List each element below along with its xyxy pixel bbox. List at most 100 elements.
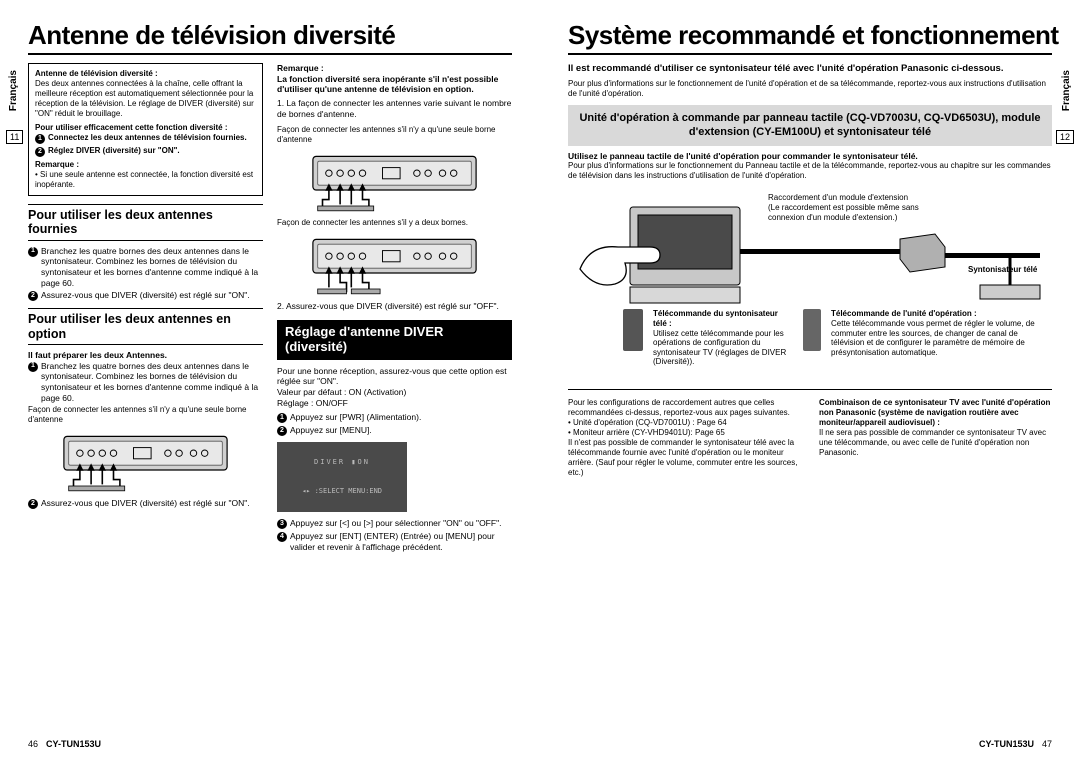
num-1-icon: 1	[28, 362, 38, 372]
remotes-row: Télécommande du syntonisateur télé : Uti…	[623, 309, 1043, 367]
box1-rem-label: Remarque :	[35, 160, 256, 170]
col1: Antenne de télévision diversité : Des de…	[28, 63, 263, 554]
remote-icon-1	[623, 309, 643, 351]
remote1-body: Utilisez cette télécommande pour les opé…	[653, 329, 786, 367]
b-step2: 2Assurez-vous que DIVER (diversité) est …	[28, 498, 263, 509]
s1-text: Appuyez sur [PWR] (Alimentation).	[290, 412, 421, 423]
box1-item2: 2Réglez DIVER (diversité) sur "ON".	[35, 146, 256, 157]
bottom-right: Combinaison de ce syntonisateur TV avec …	[819, 398, 1052, 478]
box1-item1: 1Connectez les deux antennes de télévisi…	[35, 133, 256, 144]
device-diagram-3	[277, 233, 512, 297]
h2-two-antennas: Pour utiliser les deux antennes fournies	[28, 204, 263, 241]
diver-setting-header: Réglage d'antenne DIVER (diversité)	[277, 320, 512, 360]
rem-bold: La fonction diversité sera inopérante s'…	[277, 74, 512, 95]
remote-icon-2	[803, 309, 821, 351]
num-2-icon: 2	[28, 291, 38, 301]
page-title-right: Système recommandé et fonctionnement	[568, 20, 1052, 55]
device-diagram-1	[28, 430, 263, 494]
page-left: Français 11 Antenne de télévision divers…	[0, 0, 540, 763]
box1-rem-list: Si une seule antenne est connectée, la f…	[35, 170, 256, 190]
right-body: Il est recommandé d'utiliser ce syntonis…	[568, 63, 1052, 478]
s4-text: Appuyez sur [ENT] (ENTER) (Entrée) ou [M…	[290, 531, 512, 552]
b-step1-text: Branchez les quatre bornes des deux ante…	[41, 361, 263, 404]
lcd-screen: DIVER ▮ON ◂▸ :SELECT MENU:END	[277, 442, 407, 512]
footer-page-r: 47	[1042, 739, 1052, 749]
box1-rem-item: Si une seule antenne est connectée, la f…	[35, 170, 256, 190]
prep-label: Il faut préparer les deux Antennes.	[28, 350, 263, 361]
cap-single-2: Façon de connecter les antennes s'il n'y…	[277, 125, 512, 145]
num-1-icon: 1	[35, 134, 45, 144]
s-step4: 4Appuyez sur [ENT] (ENTER) (Entrée) ou […	[277, 531, 512, 552]
divider	[568, 389, 1052, 390]
bl-list: Unité d'opération (CQ-VD7001U) : Page 64…	[568, 418, 801, 438]
h2-option-antennas: Pour utiliser les deux antennes en optio…	[28, 308, 263, 345]
diver-p2: Valeur par défaut : ON (Activation)	[277, 387, 512, 398]
diversity-box: Antenne de télévision diversité : Des de…	[28, 63, 263, 196]
br-body: Il ne sera pas possible de commander ce …	[819, 428, 1052, 458]
box1-item2-text: Réglez DIVER (diversité) sur "ON".	[48, 146, 180, 157]
rem-1: 1. La façon de connecter les antennes va…	[277, 98, 512, 119]
page-title-left: Antenne de télévision diversité	[28, 20, 512, 55]
b-step1: 1Branchez les quatre bornes des deux ant…	[28, 361, 263, 404]
s-step2: 2Appuyez sur [MENU].	[277, 425, 512, 436]
side-page-left: 11	[6, 130, 23, 144]
num-2-icon: 2	[28, 499, 38, 509]
lang-tab-left: Français	[8, 70, 19, 111]
a-step2: 2Assurez-vous que DIVER (diversité) est …	[28, 290, 263, 301]
rem-2: 2. Assurez-vous que DIVER (diversité) es…	[277, 301, 512, 312]
intro-small: Pour plus d'informations sur le fonction…	[568, 79, 1052, 99]
bl-text2: Il n'est pas possible de commander le sy…	[568, 438, 801, 478]
num-3-icon: 3	[277, 519, 287, 529]
br-title: Combinaison de ce syntonisateur TV avec …	[819, 398, 1050, 427]
box1-title: Antenne de télévision diversité :	[35, 69, 256, 79]
remote2-title: Télécommande de l'unité d'opération :	[831, 309, 977, 318]
diver-p3: Réglage : ON/OFF	[277, 398, 512, 409]
rem-label: Remarque :	[277, 63, 512, 74]
footer-model-l: CY-TUN153U	[46, 739, 101, 749]
page-right: Français 12 Système recommandé et foncti…	[540, 0, 1080, 763]
s-step1: 1Appuyez sur [PWR] (Alimentation).	[277, 412, 512, 423]
num-1-icon: 1	[28, 247, 38, 257]
box1-item1-text: Connectez les deux antennes de télévisio…	[48, 133, 247, 144]
footer-left: 46 CY-TUN153U	[28, 739, 101, 749]
bl-li1: Unité d'opération (CQ-VD7001U) : Page 64	[568, 418, 801, 428]
box1-subtitle: Pour utiliser efficacement cette fonctio…	[35, 123, 256, 133]
num-1-icon: 1	[277, 413, 287, 423]
side-page-right: 12	[1056, 130, 1074, 144]
footer-page-l: 46	[28, 739, 38, 749]
tuner-label: Syntonisateur télé	[968, 265, 1037, 275]
remote1-text: Télécommande du syntonisateur télé : Uti…	[653, 309, 793, 367]
a-step1-text: Branchez les quatre bornes des deux ante…	[41, 246, 263, 289]
box1-body: Des deux antennes connectées à la chaîne…	[35, 79, 256, 119]
mod-label: Raccordement d'un module d'extension (Le…	[768, 193, 938, 222]
sub-small: Pour plus d'informations sur le fonction…	[568, 161, 1052, 181]
remote2-text: Télécommande de l'unité d'opération : Ce…	[831, 309, 1043, 357]
num-2-icon: 2	[35, 147, 45, 157]
footer-model-r: CY-TUN153U	[979, 739, 1034, 749]
system-diagram: Raccordement d'un module d'extension (Le…	[568, 189, 1052, 379]
s2-text: Appuyez sur [MENU].	[290, 425, 372, 436]
intro-bold: Il est recommandé d'utiliser ce syntonis…	[568, 63, 1052, 75]
b-step2-text: Assurez-vous que DIVER (diversité) est r…	[41, 498, 250, 509]
device-diagram-2	[277, 150, 512, 214]
gray-header: Unité d'opération à commande par panneau…	[568, 105, 1052, 147]
mod-title: Raccordement d'un module d'extension	[768, 193, 908, 202]
cap-single-1: Façon de connecter les antennes s'il n'y…	[28, 405, 263, 425]
s3-text: Appuyez sur [<] ou [>] pour sélectionner…	[290, 518, 501, 529]
bl-li2: Moniteur arrière (CY-VHD9401U): Page 65	[568, 428, 801, 438]
bottom-left: Pour les configurations de raccordement …	[568, 398, 801, 478]
footer-right: CY-TUN153U 47	[979, 739, 1052, 749]
col2: Remarque : La fonction diversité sera in…	[277, 63, 512, 554]
bl-text1: Pour les configurations de raccordement …	[568, 398, 801, 418]
diver-p1: Pour une bonne réception, assurez-vous q…	[277, 366, 512, 387]
s-step3: 3Appuyez sur [<] ou [>] pour sélectionne…	[277, 518, 512, 529]
num-2-icon: 2	[277, 426, 287, 436]
a-step1: 1Branchez les quatre bornes des deux ant…	[28, 246, 263, 289]
lang-tab-right: Français	[1061, 70, 1072, 111]
sub-bold: Utilisez le panneau tactile de l'unité d…	[568, 151, 1052, 161]
remote1-title: Télécommande du syntonisateur télé :	[653, 309, 778, 328]
a-step2-text: Assurez-vous que DIVER (diversité) est r…	[41, 290, 250, 301]
screen-line1: DIVER ▮ON	[285, 458, 399, 467]
num-4-icon: 4	[277, 532, 287, 542]
mod-body: (Le raccordement est possible même sans …	[768, 203, 919, 222]
